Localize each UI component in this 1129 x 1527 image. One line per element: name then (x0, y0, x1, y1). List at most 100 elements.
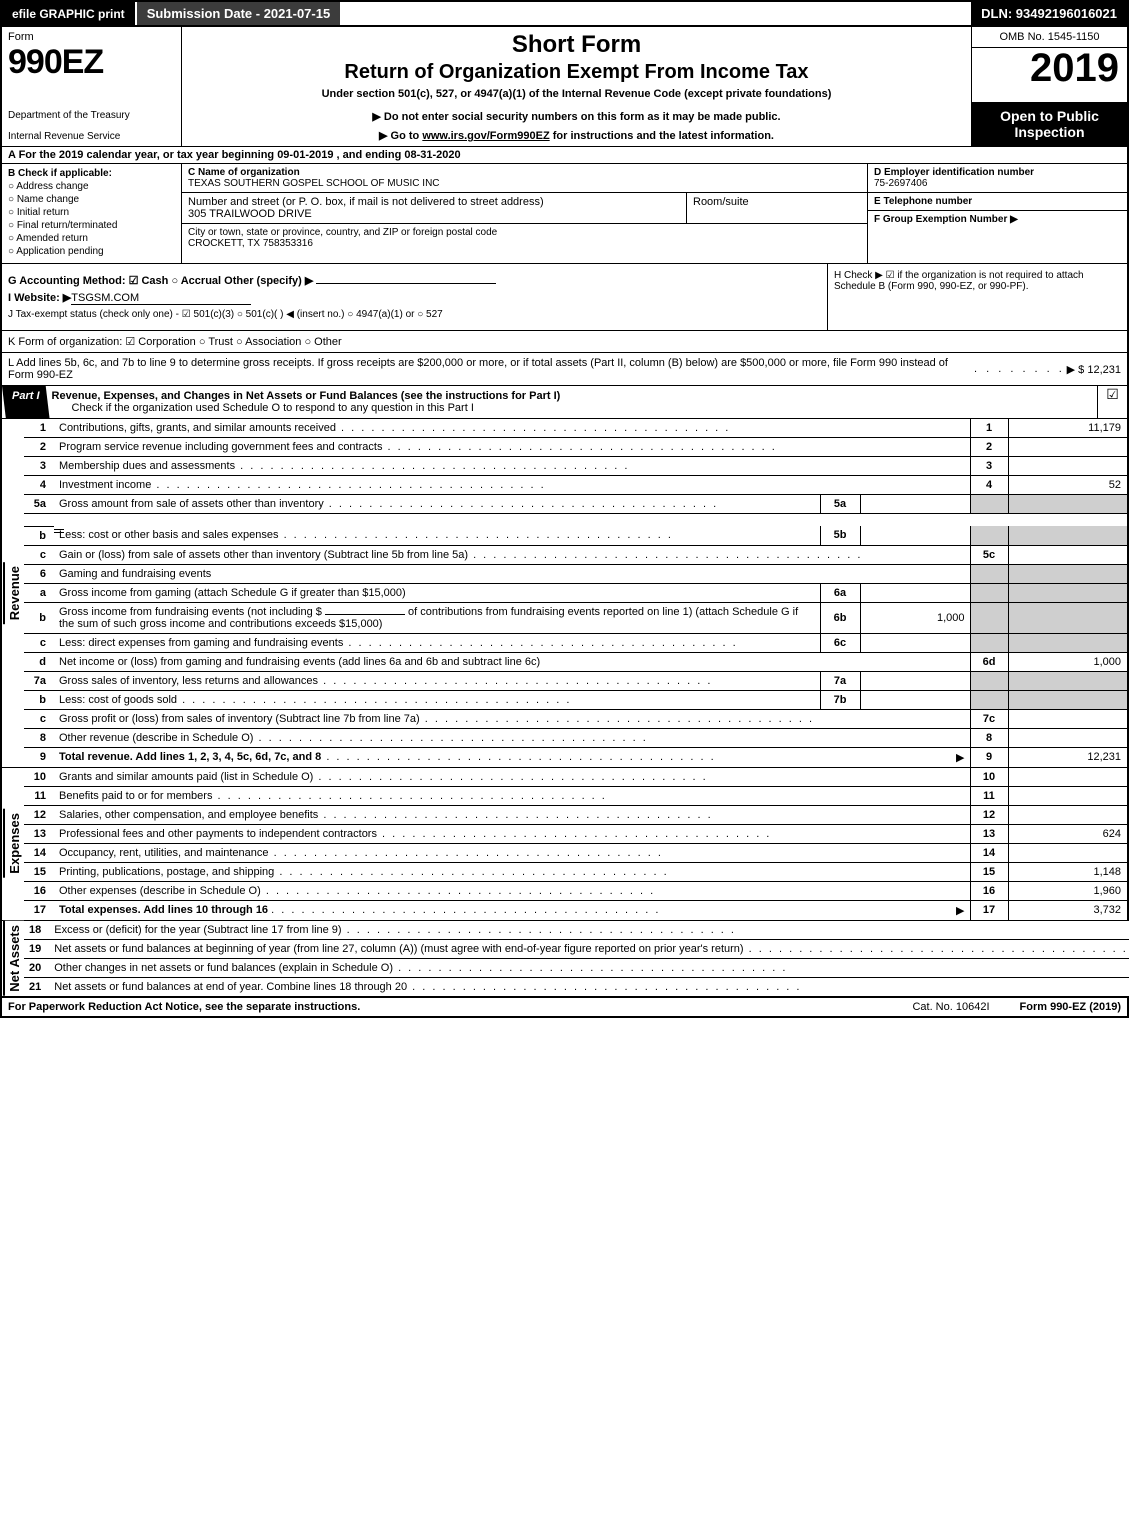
dept-treasury: Department of the Treasury (8, 110, 175, 121)
desc: Gaming and fundraising events (54, 564, 970, 583)
ln: 6 (24, 564, 54, 583)
form-code: 990EZ (8, 43, 175, 82)
line-7a: 7aGross sales of inventory, less returns… (24, 671, 1128, 690)
desc: Gross income from gaming (attach Schedul… (54, 583, 820, 602)
d: Total expenses. Add lines 10 through 16 (59, 904, 268, 916)
box-city: City or town, state or province, country… (182, 224, 867, 252)
top-bar: efile GRAPHIC print Submission Date - 20… (0, 0, 1129, 27)
cb-address-change[interactable]: Address change (8, 181, 175, 192)
val (1008, 564, 1128, 583)
line-5b (24, 514, 1128, 527)
desc: Total expenses. Add lines 10 through 16 … (54, 900, 970, 920)
ln: c (24, 709, 54, 728)
ln: 14 (24, 843, 54, 862)
cb-final-return[interactable]: Final return/terminated (8, 220, 175, 231)
line-4: 4Investment income452 (24, 476, 1128, 495)
line-6b: bGross income from fundraising events (n… (24, 602, 1128, 633)
num: 16 (970, 881, 1008, 900)
omb-number: OMB No. 1545-1150 (972, 27, 1127, 48)
num (970, 526, 1008, 545)
submission-date-button[interactable]: Submission Date - 2021-07-15 (137, 2, 343, 25)
entity-right: D Employer identification number 75-2697… (867, 164, 1127, 263)
part1-schedule-o-checkbox[interactable]: ☑ (1097, 386, 1127, 418)
title-under: Under section 501(c), 527, or 4947(a)(1)… (192, 88, 961, 100)
row-l-text: L Add lines 5b, 6c, and 7b to line 9 to … (8, 357, 968, 381)
g-other-input[interactable] (316, 283, 496, 284)
mini-val (860, 526, 970, 545)
d: Total revenue. Add lines 1, 2, 3, 4, 5c,… (59, 751, 321, 763)
box-f: F Group Exemption Number ▶ (868, 211, 1127, 263)
desc: Professional fees and other payments to … (54, 824, 970, 843)
num: 1 (970, 419, 1008, 438)
desc: Other expenses (describe in Schedule O) (54, 881, 970, 900)
line-6a: aGross income from gaming (attach Schedu… (24, 583, 1128, 602)
mini-ln: 7b (820, 690, 860, 709)
cb-initial-return[interactable]: Initial return (8, 207, 175, 218)
mini-val (860, 671, 970, 690)
num (970, 633, 1008, 652)
ln: 9 (24, 747, 54, 767)
page-footer: For Paperwork Reduction Act Notice, see … (0, 997, 1129, 1018)
dln-label: DLN: 93492196016021 (971, 2, 1127, 25)
contrib-input[interactable] (325, 614, 405, 615)
val: 11,179 (1008, 419, 1128, 438)
desc: Net assets or fund balances at end of ye… (49, 977, 1129, 996)
val (1008, 457, 1128, 476)
box-b: B Check if applicable: Address change Na… (2, 164, 182, 263)
line-2: 2Program service revenue including gover… (24, 438, 1128, 457)
cb-name-change[interactable]: Name change (8, 194, 175, 205)
efile-print-button[interactable]: efile GRAPHIC print (2, 2, 137, 25)
form-word: Form (8, 31, 175, 43)
val: 1,148 (1008, 862, 1128, 881)
b-label: B Check if applicable: (8, 168, 175, 179)
val (1008, 671, 1128, 690)
desc: Less: cost or other basis and sales expe… (54, 526, 820, 545)
desc: Gross income from fundraising events (no… (54, 602, 820, 633)
line-5a: 5aGross amount from sale of assets other… (24, 495, 1128, 514)
city-label: City or town, state or province, country… (188, 227, 497, 238)
desc: Occupancy, rent, utilities, and maintena… (54, 843, 970, 862)
line-21: 21Net assets or fund balances at end of … (24, 977, 1129, 996)
num (970, 690, 1008, 709)
cb-application-pending[interactable]: Application pending (8, 246, 175, 257)
num: 5c (970, 545, 1008, 564)
part1-title: Revenue, Expenses, and Changes in Net As… (44, 386, 1097, 418)
ein-value: 75-2697406 (874, 178, 927, 189)
goto-link[interactable]: www.irs.gov/Form990EZ (422, 130, 549, 142)
desc: Less: direct expenses from gaming and fu… (54, 633, 820, 652)
num (970, 671, 1008, 690)
org-name: TEXAS SOUTHERN GOSPEL SCHOOL OF MUSIC IN… (188, 178, 440, 189)
line-8: 8Other revenue (describe in Schedule O)8 (24, 728, 1128, 747)
desc: Benefits paid to or for members (54, 786, 970, 805)
room-label: Room/suite (693, 196, 749, 208)
i-pre: I Website: ▶ (8, 292, 71, 304)
desc: Total revenue. Add lines 1, 2, 3, 4, 5c,… (54, 747, 860, 767)
ln: a (24, 583, 54, 602)
mini-ln: 5a (820, 495, 860, 514)
vtab-netassets: Net Assets (3, 921, 24, 996)
desc: Investment income (54, 476, 970, 495)
line-12: 12Salaries, other compensation, and empl… (24, 805, 1128, 824)
row-a-tax-year: A For the 2019 calendar year, or tax yea… (0, 147, 1129, 164)
ssn-warning: ▶ Do not enter social security numbers o… (192, 110, 961, 123)
val: 52 (1008, 476, 1128, 495)
open-to-public: Open to Public Inspection (972, 102, 1127, 146)
num (970, 602, 1008, 633)
footer-center: Cat. No. 10642I (882, 1001, 1019, 1013)
ln: 17 (24, 900, 54, 920)
entity-block: B Check if applicable: Address change Na… (0, 164, 1129, 264)
netassets-table: 18Excess or (deficit) for the year (Subt… (24, 921, 1129, 997)
ln: 11 (24, 786, 54, 805)
val (1008, 728, 1128, 747)
goto-line: ▶ Go to www.irs.gov/Form990EZ for instru… (192, 129, 961, 142)
box-d: D Employer identification number 75-2697… (868, 164, 1127, 193)
desc: Less: cost of goods sold (54, 690, 820, 709)
val (1008, 633, 1128, 652)
desc: Gain or (loss) from sale of assets other… (54, 545, 970, 564)
entity-mid: C Name of organization TEXAS SOUTHERN GO… (182, 164, 867, 263)
cb-amended-return[interactable]: Amended return (8, 233, 175, 244)
ln: 5a (24, 495, 54, 514)
part1-title-text: Revenue, Expenses, and Changes in Net As… (52, 390, 561, 402)
row-l: L Add lines 5b, 6c, and 7b to line 9 to … (0, 353, 1129, 386)
num: 17 (970, 900, 1008, 920)
